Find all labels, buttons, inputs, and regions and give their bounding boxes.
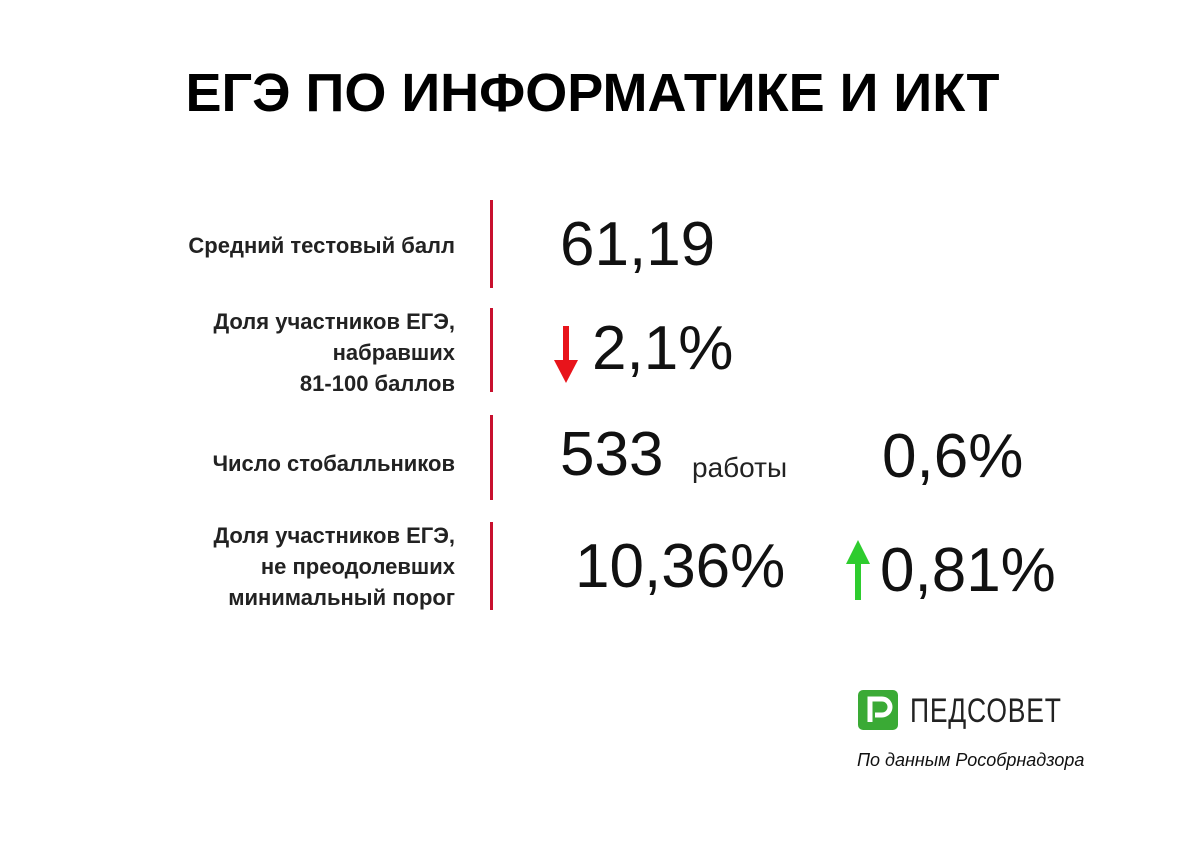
separator <box>490 308 493 392</box>
separator <box>490 415 493 500</box>
row-share: 0,6% <box>882 422 1024 491</box>
row-label: Средний тестовый балл <box>188 230 455 261</box>
logo-text: ПЕДСОВЕТ <box>910 692 1062 730</box>
label-line: не преодолевших <box>260 554 455 579</box>
row-unit: работы <box>692 452 788 483</box>
row-change: 0,81% <box>880 536 1056 605</box>
row-label: Доля участников ЕГЭ, набравших 81-100 ба… <box>213 306 455 399</box>
label-line: Средний тестовый балл <box>188 233 455 258</box>
label-line: Доля участников ЕГЭ, <box>213 523 455 548</box>
label-line: минимальный порог <box>228 585 455 610</box>
row-label: Число стобалльников <box>213 448 455 479</box>
row-value: 2,1% <box>592 314 734 383</box>
row-value: 10,36% <box>575 532 786 601</box>
label-line: Доля участников ЕГЭ, <box>213 309 455 334</box>
label-line: 81-100 баллов <box>299 371 455 396</box>
row-value: 533 <box>560 420 664 489</box>
arrow-down <box>554 326 578 383</box>
arrow-up <box>846 540 870 600</box>
label-line: Число стобалльников <box>212 451 455 476</box>
label-line: набравших <box>332 340 455 365</box>
row-value: 61,19 <box>560 210 716 279</box>
logo-icon <box>858 690 898 730</box>
row-label: Доля участников ЕГЭ, не преодолевших мин… <box>213 520 455 613</box>
separator <box>490 200 493 288</box>
title: ЕГЭ ПО ИНФОРМАТИКЕ И ИКТ <box>185 63 1000 123</box>
separator <box>490 522 493 610</box>
source: По данным Рособрнадзора <box>857 750 1085 770</box>
